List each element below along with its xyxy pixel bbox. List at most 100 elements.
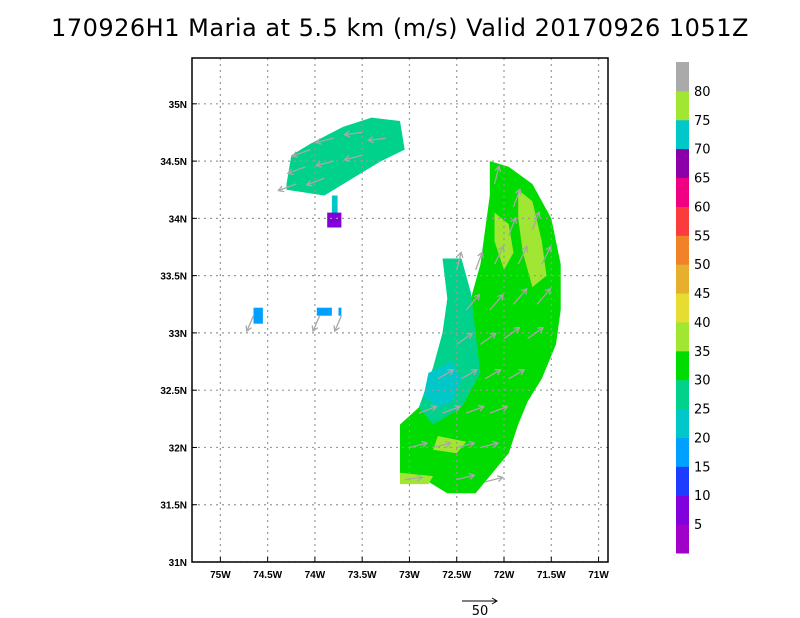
colorbar-label: 25: [694, 403, 711, 418]
wind-vector: [286, 166, 306, 176]
wind-vector: [277, 183, 297, 193]
colorbar-label: 50: [694, 258, 711, 273]
wind-vector: [442, 404, 462, 414]
wind-vector: [333, 315, 342, 333]
colorbar-label: 55: [694, 229, 711, 244]
wind-vector: [314, 137, 334, 145]
colorbar-swatch: [676, 495, 689, 525]
wind-vector: [418, 404, 438, 414]
reference-vector: 50: [462, 597, 498, 618]
colorbar-label: 15: [694, 460, 711, 475]
colorbar-label: 70: [694, 143, 711, 158]
wind-vector: [461, 369, 478, 380]
wind-vector: [489, 293, 504, 311]
x-tick-label: 71W: [588, 570, 609, 581]
wind-vector: [291, 149, 311, 158]
colorbar-swatch: [676, 466, 689, 496]
wind-vector: [503, 326, 521, 340]
colorbar-swatch: [676, 524, 689, 554]
wind-vector: [489, 404, 509, 414]
wind-vector: [536, 287, 552, 305]
colorbar-label: 45: [694, 287, 711, 302]
colorbar-label: 65: [694, 172, 711, 187]
wind-vector: [493, 245, 505, 265]
colorbar-label: 30: [694, 374, 711, 389]
wind-vector: [404, 474, 424, 482]
wind-vector: [493, 165, 502, 185]
y-tick-label: 35N: [169, 100, 187, 111]
x-tick-label: 74.5W: [253, 570, 282, 581]
colorbar-swatch: [676, 148, 689, 179]
wind-vector: [366, 136, 386, 144]
wind-vector: [456, 332, 474, 345]
region-west-patch-1: [253, 307, 263, 324]
wind-vector: [437, 369, 455, 380]
y-tick-label: 33N: [169, 329, 187, 340]
wind-vector: [432, 440, 452, 449]
wind-vector: [343, 130, 363, 138]
region-lime-east: [518, 189, 547, 288]
wind-vector: [314, 160, 334, 168]
region-north-band: [286, 117, 405, 196]
lat-lon-grid: [192, 58, 608, 563]
colorbar-swatch: [676, 293, 689, 323]
colorbar-swatch: [676, 408, 689, 438]
colorbar-label: 10: [694, 489, 711, 504]
wind-vectors: [245, 130, 552, 483]
x-tick-label: 72.5W: [442, 570, 471, 581]
x-tick-label: 71.5W: [537, 570, 566, 581]
wind-vector: [512, 188, 522, 208]
wind-vector: [484, 369, 502, 380]
wind-vector: [479, 332, 497, 345]
wind-speed-regions: [253, 117, 561, 494]
x-tick-label: 73.5W: [348, 570, 377, 581]
wind-vector: [480, 440, 500, 449]
colorbar-swatch: [676, 62, 689, 92]
x-tick-label: 74W: [305, 570, 326, 581]
colorbar-label: 75: [694, 114, 711, 129]
wind-vector: [465, 404, 485, 414]
colorbar-swatch: [676, 350, 689, 381]
colorbar-swatch: [676, 119, 689, 150]
colorbar-swatch: [676, 90, 689, 121]
x-tick-label: 73W: [399, 570, 420, 581]
y-tick-label: 33.5N: [160, 272, 187, 283]
x-tick-label: 75W: [210, 570, 231, 581]
y-tick-label: 31N: [169, 558, 187, 569]
colorbar-swatch: [676, 206, 689, 236]
wind-vector: [527, 326, 545, 340]
colorbar-swatch: [676, 437, 689, 467]
colorbar-swatch: [676, 321, 689, 352]
wind-vector: [484, 475, 504, 483]
wind-vector: [409, 440, 429, 449]
colorbar-label: 20: [694, 431, 711, 446]
wind-vector: [456, 440, 476, 449]
y-tick-label: 31.5N: [160, 501, 187, 512]
y-tick-label: 32N: [169, 443, 187, 454]
plot-frame: [191, 57, 609, 563]
wind-vector: [541, 245, 552, 265]
colorbar-label: 35: [694, 345, 711, 360]
chart-title: 170926H1 Maria at 5.5 km (m/s) Valid 201…: [51, 14, 749, 42]
reference-arrow-head: [491, 597, 498, 605]
colorbar-label: 40: [694, 316, 711, 331]
y-tick-label: 34N: [169, 214, 187, 225]
colorbar-swatch: [676, 379, 689, 410]
wind-vector: [512, 287, 528, 305]
wind-vector: [245, 315, 255, 333]
colorbar-label: 60: [694, 200, 711, 215]
wind-vector: [508, 369, 526, 380]
colorbar-label: 5: [694, 518, 702, 533]
x-tick-label: 72W: [494, 570, 515, 581]
x-axis-ticks: 75W 74.5W 74W 73.5W 73W 72.5W 72W 71.5W 71W: [210, 557, 609, 581]
region-north-stub: [331, 195, 338, 217]
color-legend: 5 10 15 20 25 30 35 40 45 50 55 60 65 70 75 80: [676, 62, 711, 554]
wind-vector: [508, 216, 518, 236]
colorbar-swatch: [676, 235, 689, 265]
colorbar-swatch: [676, 177, 689, 207]
wind-vector: [465, 293, 481, 311]
region-west-patch-2: [316, 307, 332, 316]
reference-label: 50: [472, 604, 489, 618]
wind-vector: [456, 472, 476, 481]
